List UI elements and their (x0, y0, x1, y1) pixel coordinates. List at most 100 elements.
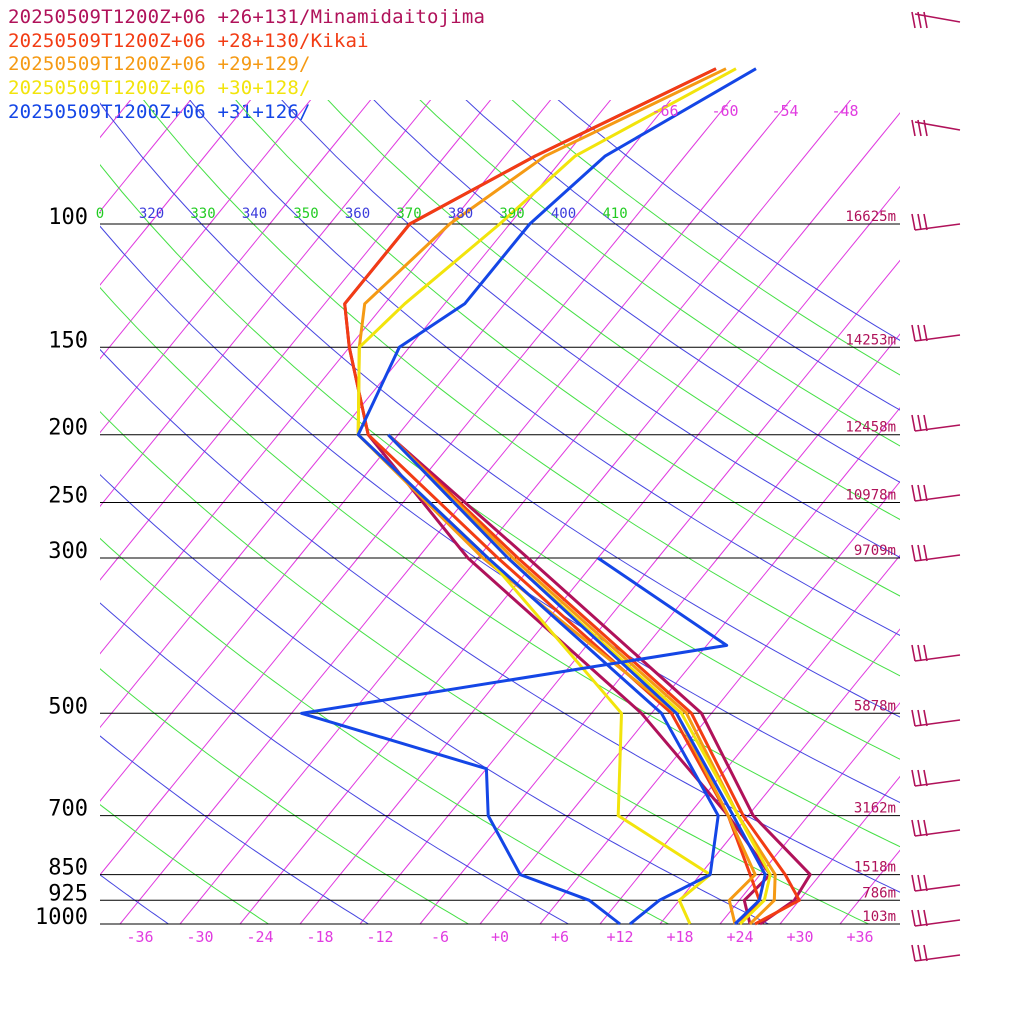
height-label: 1518m (854, 860, 896, 876)
theta-label: 330 (190, 206, 215, 222)
pressure-label: 700 (48, 797, 88, 822)
wind-barb-flag (923, 213, 928, 231)
isotherm-line (100, 100, 732, 876)
isotherm-line (119, 100, 792, 925)
wind-barb-icon (911, 874, 961, 892)
isotherm-line (239, 112, 900, 925)
isotherm-line (359, 259, 900, 925)
x-tick-label: -18 (306, 928, 333, 946)
wind-barb-flag (923, 484, 928, 502)
isotherm-line (1020, 13, 1024, 924)
isotherm-line (100, 100, 492, 581)
isotherm-line (100, 100, 252, 286)
wind-barb-flag (911, 484, 916, 502)
x-tick-label: +18 (666, 928, 693, 946)
height-label: 3162m (854, 801, 896, 817)
isotherm-line (960, 13, 1024, 924)
wind-barb-shaft (914, 554, 961, 562)
theta-label: 380 (448, 206, 473, 222)
x-tick-label: -6 (431, 928, 449, 946)
wind-barb-icon (911, 544, 961, 562)
legend-entry: 20250509T1200Z+06 +26+131/Minamidaitojim… (8, 6, 486, 28)
isotherm-line (419, 333, 900, 925)
wind-barb-flag (917, 119, 922, 137)
wind-barb-flag (911, 324, 916, 342)
pressure-label: 850 (48, 856, 88, 881)
isotherm-line (479, 407, 900, 925)
x-tick-label: -24 (246, 928, 273, 946)
isotherm-line (839, 849, 900, 925)
wind-barb-shaft (914, 954, 961, 962)
series-line (356, 67, 737, 925)
wind-barb-icon (911, 769, 961, 787)
wind-barb-icon (911, 324, 961, 342)
theta-label: 410 (602, 206, 627, 222)
isotherm-line (100, 100, 552, 655)
wind-barb-flag (911, 944, 916, 962)
height-label: 5878m (854, 698, 896, 714)
wind-barb-flag (917, 213, 922, 231)
series-line (343, 67, 761, 925)
pressure-label: 500 (48, 694, 88, 719)
dry-adiabat-line (100, 286, 900, 848)
wind-barb-flag (923, 909, 928, 927)
isotherm-line (599, 554, 900, 925)
wind-barb-flag (923, 414, 928, 432)
theta-label: 390 (499, 206, 524, 222)
wind-barb-flag (917, 544, 922, 562)
x-tick-label: +0 (491, 928, 509, 946)
wind-barb-shaft (914, 334, 961, 342)
wind-barb-flag (917, 819, 922, 837)
isotherm-line (0, 13, 141, 924)
x-tick-label: +24 (726, 928, 753, 946)
isotherm-label: -60 (711, 102, 738, 120)
wind-barb-flag (911, 909, 916, 927)
wind-barb-shaft (914, 779, 961, 787)
wind-barb-flag (917, 644, 922, 662)
dry-adiabat-line (143, 100, 900, 677)
series-line (387, 433, 812, 926)
dry-adiabat-line (100, 473, 769, 925)
wind-barb-flag (923, 874, 928, 892)
wind-barb-shaft (914, 919, 961, 927)
wind-barb-icon (911, 484, 961, 502)
wind-barb-icon (911, 213, 961, 231)
wind-barb-shaft (914, 424, 961, 432)
isotherm-line (100, 100, 672, 802)
height-label: 9709m (854, 543, 896, 559)
x-tick-label: -36 (126, 928, 153, 946)
dry-adiabat-line (100, 348, 900, 893)
dry-adiabat-line (327, 100, 900, 521)
wind-barb-flag (917, 11, 922, 29)
series-line (387, 433, 767, 926)
dry-adiabat-line (100, 668, 469, 925)
dry-adiabat-line (100, 803, 269, 925)
pressure-label: 250 (48, 484, 88, 509)
dry-adiabat-line (100, 735, 369, 925)
wind-barb-flag (917, 484, 922, 502)
series-lines (300, 67, 812, 926)
x-tick-label: +30 (786, 928, 813, 946)
x-tick-label: -30 (186, 928, 213, 946)
wind-barb-shaft (914, 719, 961, 727)
isotherm-line (0, 13, 81, 924)
isotherm-label: -66 (651, 102, 678, 120)
axis-labels: 100 16625m 150 14253m 200 12458m 250 10978m 300 9… (35, 102, 896, 946)
dry-adiabat-line (235, 100, 900, 597)
wind-barb-flag (917, 909, 922, 927)
height-label: 786m (862, 885, 896, 901)
wind-barb-icon (911, 414, 961, 432)
wind-barb-flag (923, 709, 928, 727)
wind-barb-flag (917, 414, 922, 432)
height-label: 10978m (845, 488, 896, 504)
wind-barb-flag (917, 324, 922, 342)
wind-barb-icon (911, 819, 961, 837)
series-line (300, 556, 729, 926)
wind-barb-shaft (914, 223, 961, 231)
wind-barb-icon (911, 909, 961, 927)
pressure-label: 100 (48, 205, 88, 230)
wind-barb-flag (923, 11, 928, 29)
wind-barb-icon (911, 709, 961, 727)
x-tick-label: +12 (606, 928, 633, 946)
theta-label: 400 (551, 206, 576, 222)
